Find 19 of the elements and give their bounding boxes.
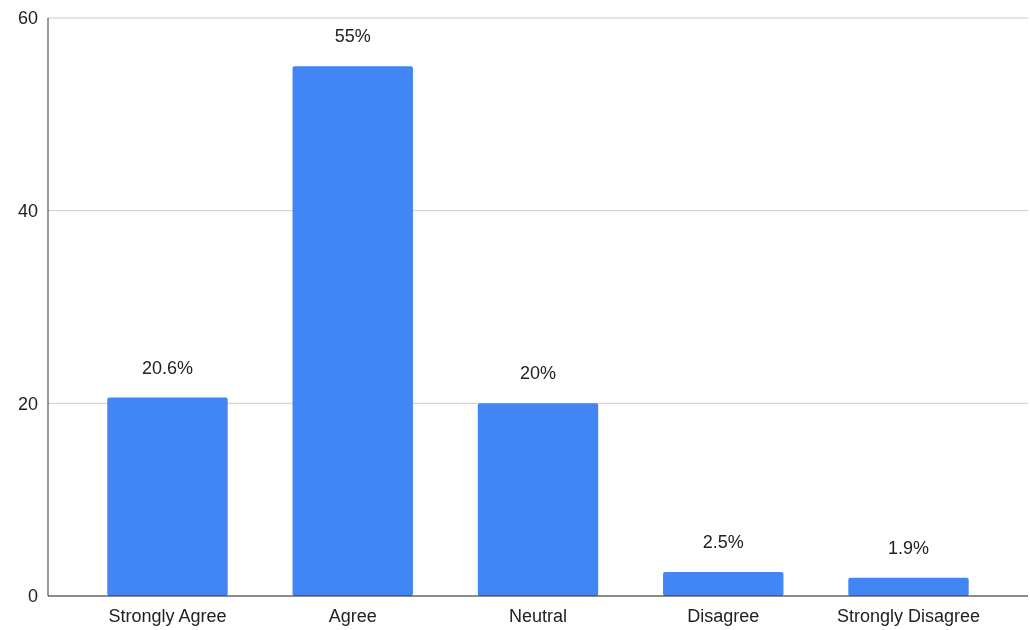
bar (663, 571, 784, 596)
y-tick-label: 0 (27, 586, 38, 607)
x-tick-label: Strongly Disagree (836, 606, 981, 626)
bar (848, 577, 969, 596)
x-tick-label: Disagree (687, 606, 760, 626)
x-tick-label: Strongly Agree (108, 606, 227, 626)
bar (477, 403, 599, 596)
data-label: 2.5% (702, 531, 744, 552)
data-label: 1.9% (887, 537, 930, 558)
data-label: 20% (519, 363, 557, 384)
x-tick-label: Agree (328, 606, 377, 626)
y-tick-label: 20 (17, 393, 38, 414)
y-tick-label: 40 (17, 200, 38, 221)
bar (107, 397, 228, 596)
bar (292, 66, 413, 596)
data-label: 20.6% (141, 357, 194, 378)
y-tick-label: 60 (17, 8, 38, 29)
data-label: 55% (334, 26, 371, 47)
x-tick-label: Neutral (508, 606, 568, 626)
